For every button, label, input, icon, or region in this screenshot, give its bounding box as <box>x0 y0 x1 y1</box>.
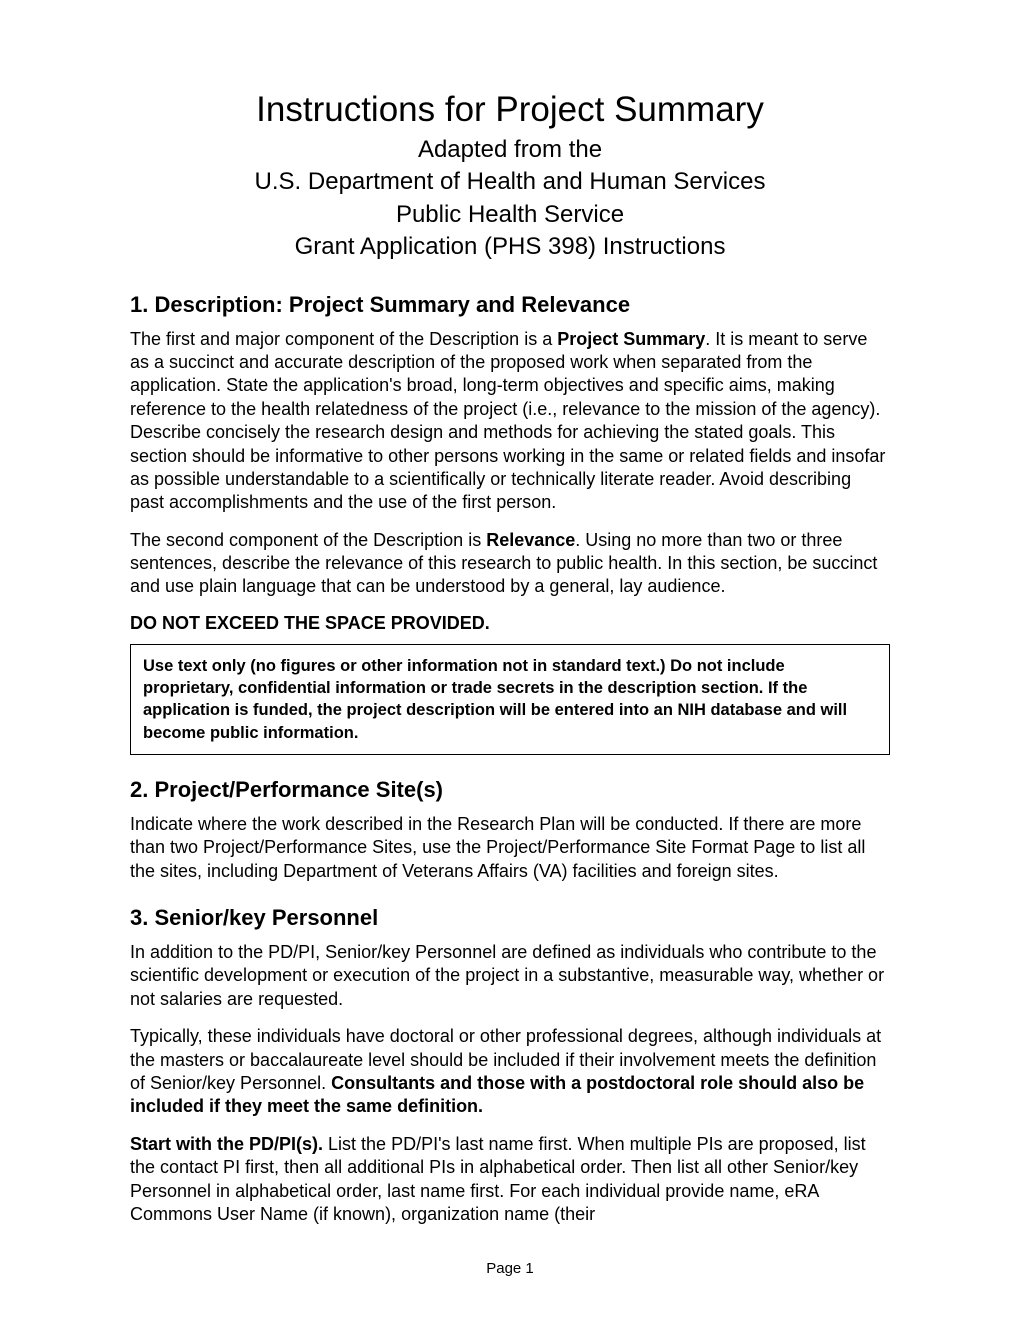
section-2-paragraph-1: Indicate where the work described in the… <box>130 813 890 883</box>
p1-part-a: The first and major component of the Des… <box>130 329 557 349</box>
main-title: Instructions for Project Summary <box>130 90 890 130</box>
title-line-3: U.S. Department of Health and Human Serv… <box>130 166 890 198</box>
notice-box: Use text only (no figures or other infor… <box>130 644 890 755</box>
p1-part-b: . It is meant to serve as a succinct and… <box>130 329 885 513</box>
p1-bold: Project Summary <box>557 329 705 349</box>
caps-warning: DO NOT EXCEED THE SPACE PROVIDED. <box>130 613 890 634</box>
page-number: Page 1 <box>130 1260 890 1277</box>
section-3-paragraph-1: In addition to the PD/PI, Senior/key Per… <box>130 941 890 1011</box>
section-1-heading: 1. Description: Project Summary and Rele… <box>130 292 890 318</box>
section-2-heading: 2. Project/Performance Site(s) <box>130 777 890 803</box>
section-3-heading: 3. Senior/key Personnel <box>130 905 890 931</box>
p2-part-a: The second component of the Description … <box>130 530 486 550</box>
section-3-paragraph-2: Typically, these individuals have doctor… <box>130 1025 890 1119</box>
document-page: Instructions for Project Summary Adapted… <box>0 0 1020 1317</box>
title-line-5: Grant Application (PHS 398) Instructions <box>130 231 890 263</box>
p2-bold: Relevance <box>486 530 575 550</box>
s3p3-bold: Start with the PD/PI(s). <box>130 1134 323 1154</box>
section-3-paragraph-3: Start with the PD/PI(s). List the PD/PI'… <box>130 1133 890 1227</box>
section-1-paragraph-1: The first and major component of the Des… <box>130 328 890 515</box>
title-line-2: Adapted from the <box>130 134 890 166</box>
title-line-4: Public Health Service <box>130 199 890 231</box>
title-block: Instructions for Project Summary Adapted… <box>130 90 890 264</box>
section-1-paragraph-2: The second component of the Description … <box>130 529 890 599</box>
